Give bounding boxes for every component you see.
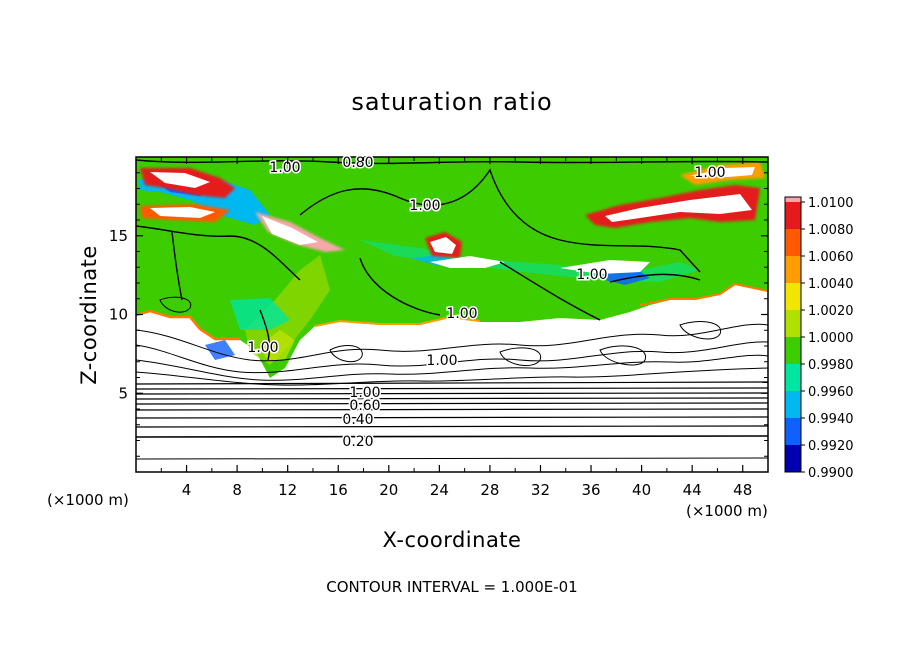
y-axis: 5 10 15 bbox=[109, 172, 768, 457]
colorbar-swatch bbox=[785, 418, 801, 446]
colorbar-cap-top bbox=[785, 197, 801, 202]
y-tick-label: 5 bbox=[118, 384, 128, 402]
colorbar-label: 1.0040 bbox=[808, 277, 854, 292]
colorbar-label: 1.0060 bbox=[808, 250, 854, 265]
x-tick-label: 32 bbox=[531, 481, 550, 499]
x-axis-units: (×1000 m) bbox=[686, 502, 768, 520]
y-axis-units: (×1000 m) bbox=[47, 491, 129, 509]
colorbar-swatch bbox=[785, 391, 801, 419]
chart-title: saturation ratio bbox=[351, 88, 553, 116]
x-tick-label: 24 bbox=[430, 481, 449, 499]
y-tick-label: 15 bbox=[109, 227, 128, 245]
y-tick-label: 10 bbox=[109, 306, 128, 324]
contour-label: 0.20 bbox=[342, 434, 373, 450]
x-tick-label: 4 bbox=[182, 481, 192, 499]
contour-label: 0.80 bbox=[342, 155, 373, 171]
colorbar-label: 1.0020 bbox=[808, 304, 854, 319]
colorbar-swatch bbox=[785, 337, 801, 365]
contour-label: 1.00 bbox=[576, 267, 607, 283]
x-tick-label: 28 bbox=[480, 481, 499, 499]
contour-label: 0.80 bbox=[349, 397, 380, 413]
colorbar-swatch bbox=[785, 202, 801, 230]
x-tick-label: 8 bbox=[232, 481, 242, 499]
colorbar-label: 0.9940 bbox=[808, 412, 854, 427]
colorbar-label: 1.0100 bbox=[808, 196, 854, 211]
colorbar: 1.0100 1.0080 1.0060 1.0040 1.0020 1.0000 0.99… bbox=[784, 196, 854, 481]
colorbar-swatch bbox=[785, 310, 801, 338]
contour-label: 0.40 bbox=[342, 412, 373, 428]
colorbar-swatch bbox=[785, 229, 801, 257]
heatmap-field bbox=[136, 157, 768, 472]
x-tick-label: 48 bbox=[733, 481, 752, 499]
contour-label: 1.00 bbox=[247, 340, 278, 356]
contour-labels: 0.801.001.001.001.001.001.001.001.000.80… bbox=[246, 154, 727, 452]
contour-label: 1.00 bbox=[426, 353, 457, 369]
contour-label: 1.00 bbox=[694, 165, 725, 181]
x-axis: 4 8 12 16 20 24 28 32 36 40 44 48 bbox=[160, 157, 752, 499]
x-axis-label: X-coordinate bbox=[382, 528, 522, 552]
colorbar-swatch bbox=[785, 445, 801, 473]
colorbar-frame bbox=[784, 196, 802, 473]
colorbar-label: 0.9920 bbox=[808, 439, 854, 454]
colorbar-swatch bbox=[785, 364, 801, 392]
colorbar-label: 0.9980 bbox=[808, 358, 854, 373]
contour-label: 0.60 bbox=[349, 398, 380, 414]
x-tick-label: 40 bbox=[632, 481, 651, 499]
contour-label: 1.00 bbox=[409, 198, 440, 214]
contour-interval-note: CONTOUR INTERVAL = 1.000E-01 bbox=[326, 578, 578, 596]
colorbar-label: 1.0080 bbox=[808, 223, 854, 238]
contour-label: 1.00 bbox=[269, 160, 300, 176]
colorbar-swatch bbox=[785, 283, 801, 311]
x-tick-label: 16 bbox=[329, 481, 348, 499]
contour-label: 1.00 bbox=[446, 306, 477, 322]
contour-label: 1.00 bbox=[349, 385, 380, 401]
colorbar-swatch bbox=[785, 256, 801, 284]
x-tick-label: 20 bbox=[379, 481, 398, 499]
x-tick-label: 12 bbox=[278, 481, 297, 499]
colorbar-label: 0.9900 bbox=[808, 466, 854, 481]
x-tick-label: 44 bbox=[683, 481, 702, 499]
colorbar-label: 0.9960 bbox=[808, 385, 854, 400]
x-tick-label: 36 bbox=[581, 481, 600, 499]
colorbar-label: 1.0000 bbox=[808, 331, 854, 346]
